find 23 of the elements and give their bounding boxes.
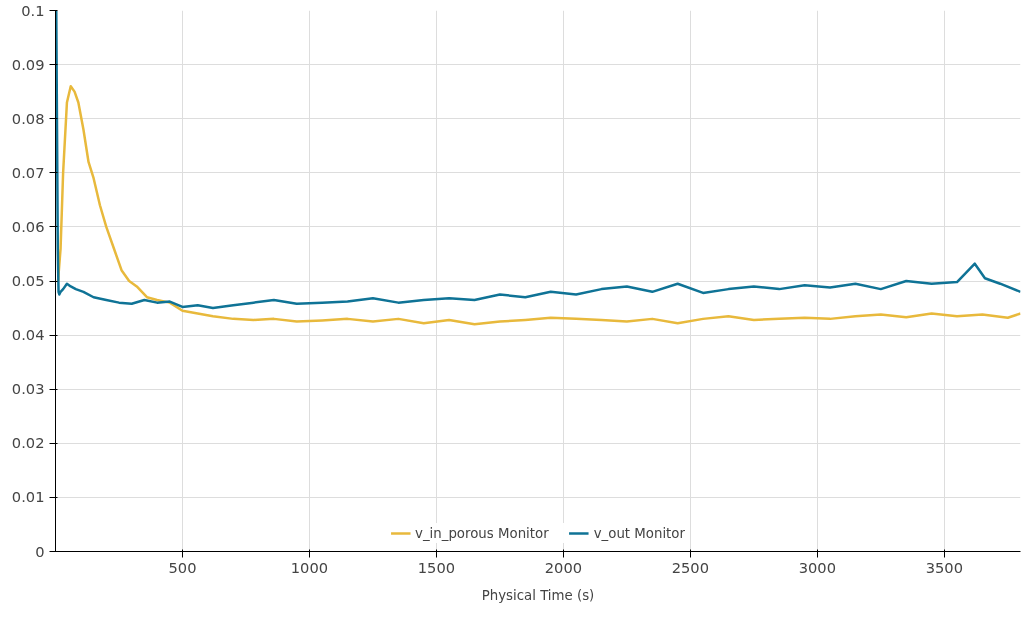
y-tick-label: 0.09 — [11, 55, 45, 73]
y-tick-label: 0.08 — [11, 109, 45, 127]
x-tick-label: 1500 — [417, 558, 456, 576]
legend-label: v_out Monitor — [593, 525, 685, 541]
legend-label: v_in_porous Monitor — [415, 525, 549, 541]
x-axis-title: Physical Time (s) — [481, 587, 595, 603]
x-tick-label: 500 — [168, 558, 197, 576]
line-series — [56, 84, 1021, 326]
y-tick-label: 0.02 — [11, 434, 45, 452]
x-tick-label: 2000 — [544, 558, 583, 576]
x-tick-label: 3000 — [798, 558, 837, 576]
x-tick-label: 3500 — [925, 558, 963, 576]
y-tick-label: 0.07 — [11, 163, 45, 181]
y-tick-label: 0 — [35, 542, 45, 560]
y-tick-label: 0.01 — [11, 488, 45, 506]
y-tick-label: 0.1 — [21, 1, 45, 19]
y-tick-label: 0.04 — [11, 326, 45, 344]
y-tick-label: 0.05 — [11, 272, 45, 289]
line-series — [55, 10, 1021, 310]
y-tick-label: 0.06 — [11, 217, 45, 235]
x-tick-label: 1000 — [290, 558, 329, 576]
y-tick-label: 0.03 — [11, 380, 45, 398]
x-tick-label: 2500 — [671, 558, 710, 576]
